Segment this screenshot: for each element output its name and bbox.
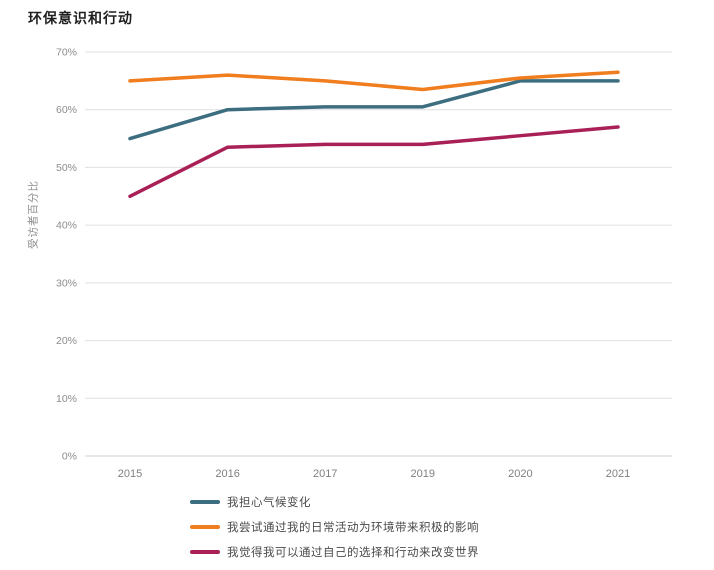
x-tick-label: 2017 <box>313 468 337 480</box>
series-line <box>128 79 620 141</box>
y-tick-label: 20% <box>56 335 77 347</box>
x-tick-label: 2016 <box>215 468 239 480</box>
x-tick-label: 2015 <box>118 468 142 480</box>
legend-item-label: 我觉得我可以通过自己的选择和行动来改变世界 <box>227 546 479 559</box>
y-tick-label: 50% <box>56 162 77 174</box>
legend-swatch-line <box>190 549 220 554</box>
y-tick-label: 70% <box>56 47 77 59</box>
x-tick-label: 2021 <box>606 468 630 480</box>
chart-legend: 我担心气候变化我尝试通过我的日常活动为环境带来积极的影响 我觉得我可以通过自己的选… <box>190 489 479 564</box>
x-tick-label: 2019 <box>411 468 435 480</box>
x-tick-label: 2020 <box>508 468 532 480</box>
y-tick-label: 60% <box>56 104 77 116</box>
legend-item: 我担心气候变化 <box>190 489 479 514</box>
legend-swatch-line <box>190 499 220 504</box>
y-tick-label: 40% <box>56 220 77 232</box>
legend-swatch-line <box>190 524 220 529</box>
legend-item-label: 我尝试通过我的日常活动为环境带来积极的影响 <box>227 521 479 534</box>
y-tick-label: 30% <box>56 277 77 289</box>
y-tick-label: 10% <box>56 393 77 405</box>
legend-item: 我尝试通过我的日常活动为环境带来积极的影响 <box>190 514 479 539</box>
y-tick-label: 0% <box>62 451 77 463</box>
legend-item-label: 我担心气候变化 <box>227 496 311 509</box>
series-line <box>128 125 620 199</box>
legend-item: 我觉得我可以通过自己的选择和行动来改变世界 <box>190 539 479 564</box>
chart-title: 环保意识和行动 <box>28 10 133 26</box>
series-line <box>128 70 620 92</box>
